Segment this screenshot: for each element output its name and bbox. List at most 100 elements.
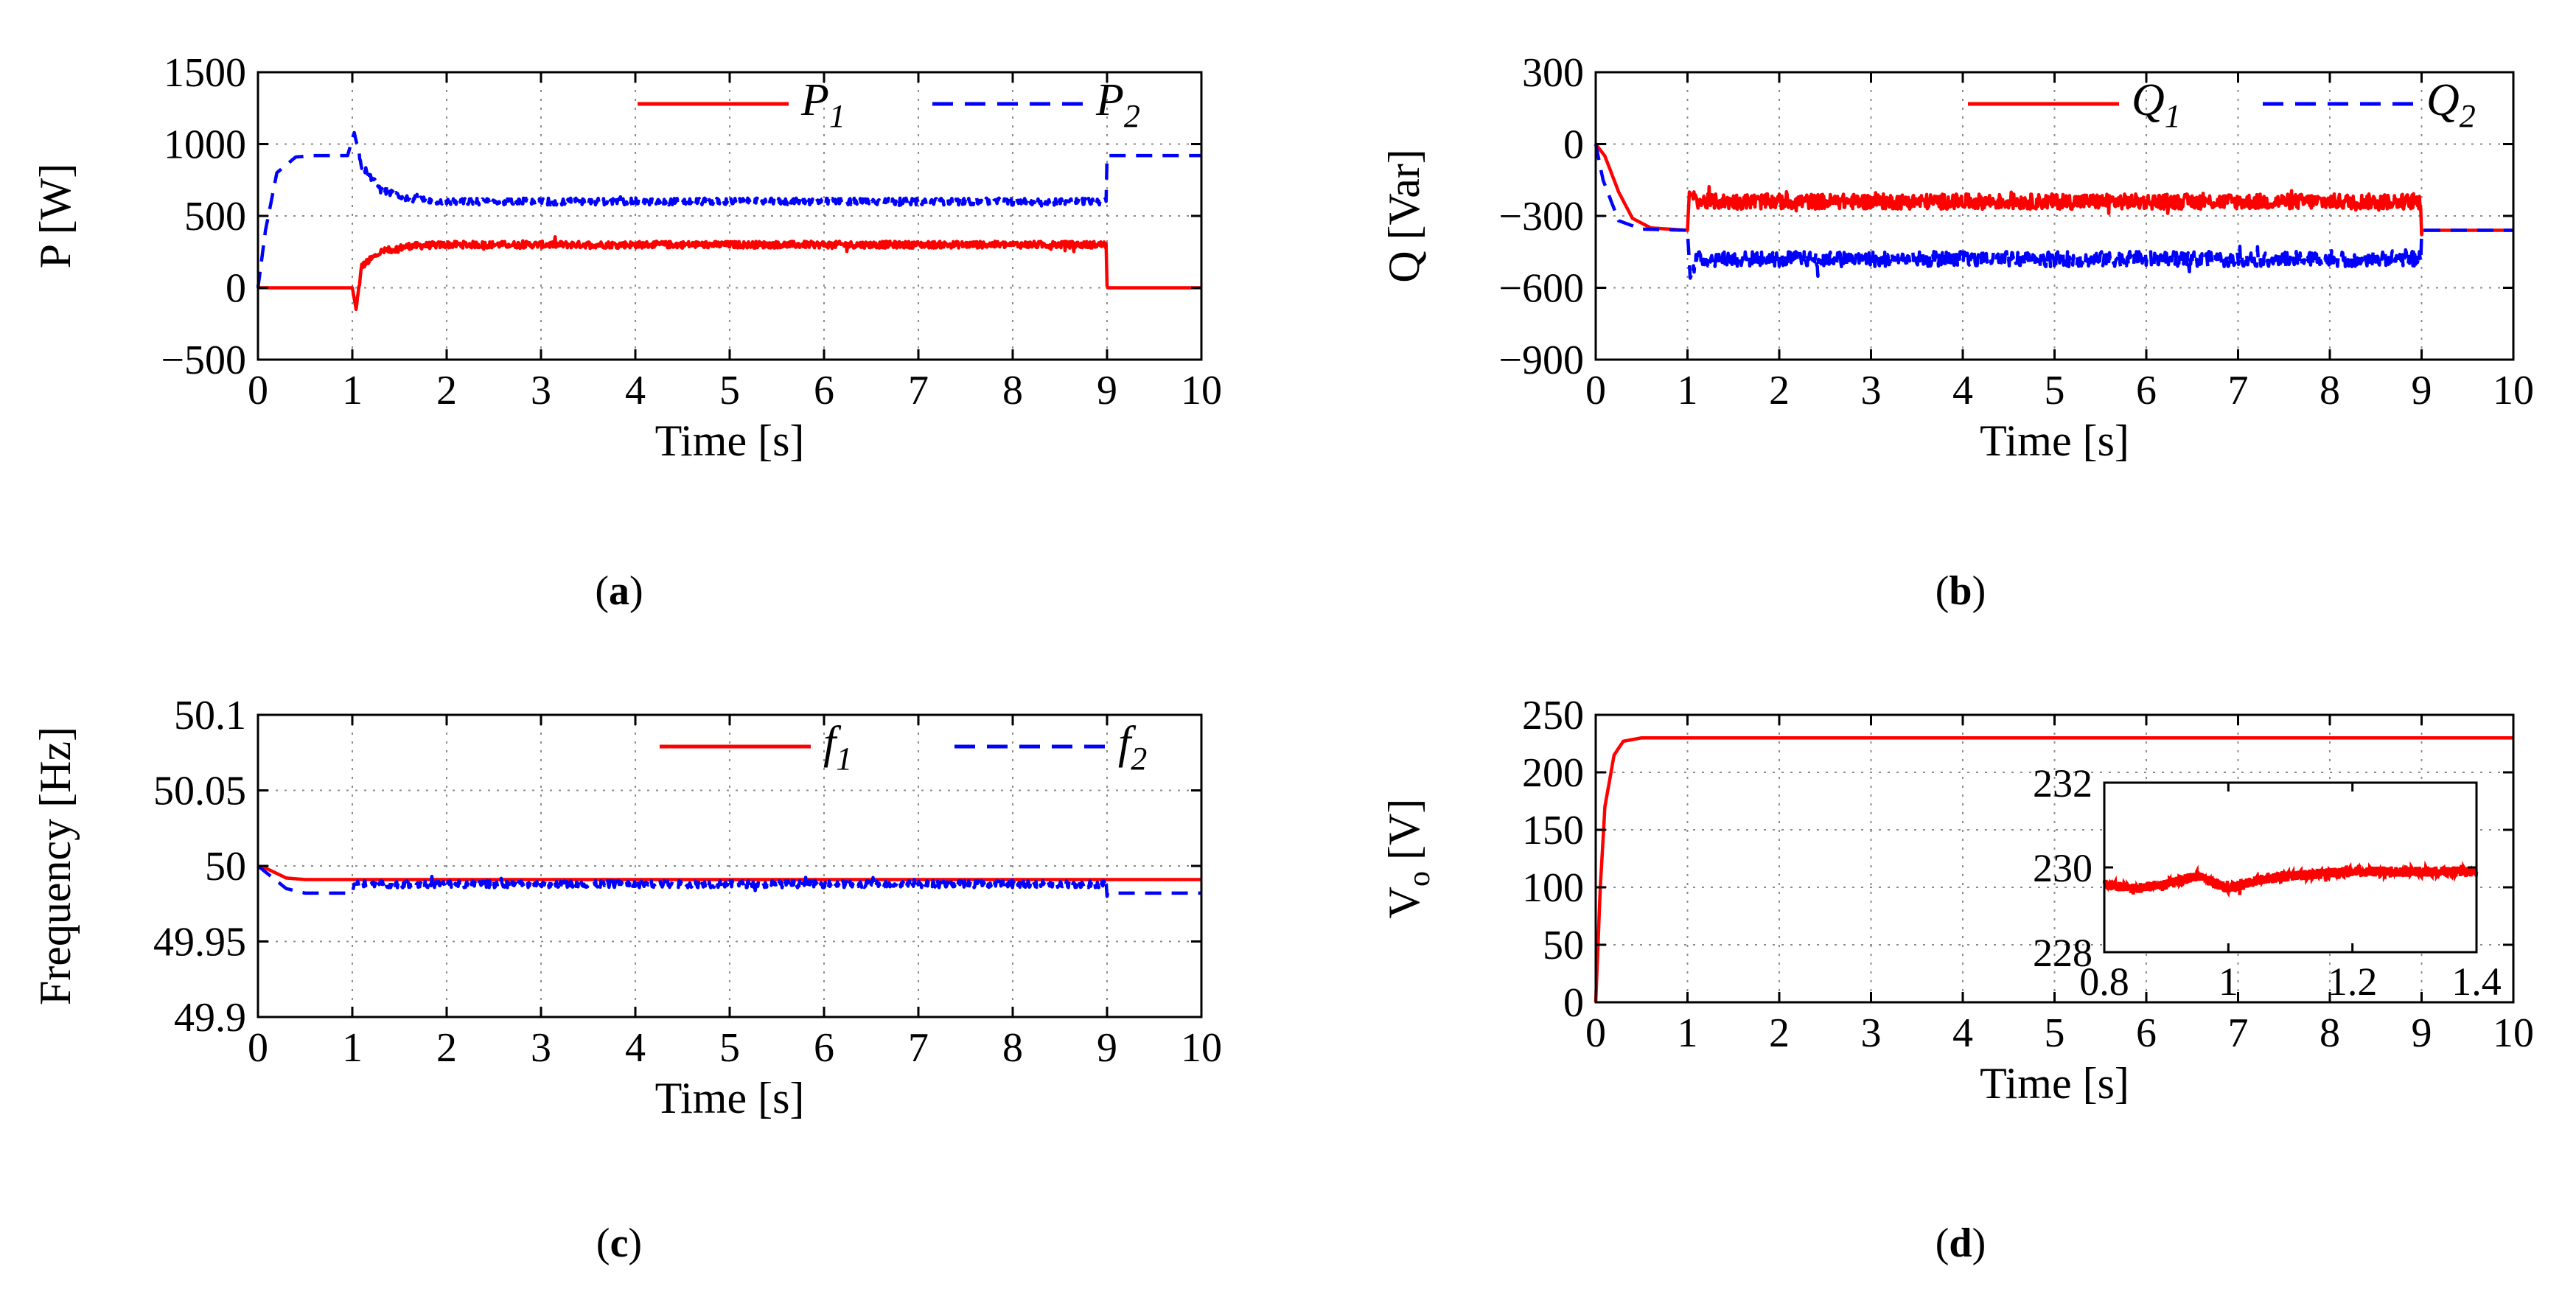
legend-label-f2: f2	[1118, 718, 1147, 777]
y-axis-label: Frequency [Hz]	[31, 727, 80, 1005]
x-tick-label: 8	[1002, 368, 1023, 413]
x-tick-label: 3	[531, 1025, 551, 1071]
x-tick-label: 1	[1678, 368, 1698, 413]
x-axis-label: Time [s]	[655, 1074, 805, 1122]
series-line-f1	[256, 864, 1203, 881]
y-tick-label: 50	[1543, 923, 1584, 968]
legend-label-p2: P2	[1095, 75, 1140, 134]
y-tick-label: 50.1	[174, 693, 246, 738]
x-axis-label: Time [s]	[655, 416, 805, 465]
x-tick-label: 5	[2045, 1010, 2065, 1056]
x-tick-label: 6	[2136, 1010, 2157, 1056]
chart-c: 0 1 2 3 4 5 6 7 8 9 10 49.9 49.95 50 50.05 50.1 Time [s]…	[31, 693, 1222, 1122]
legend-label-f1: f1	[823, 718, 852, 777]
x-tick-label: 2	[436, 368, 457, 413]
y-tick-label: −300	[1498, 194, 1584, 240]
x-tick-label: 2	[1769, 1010, 1790, 1056]
x-tick-label: 6	[2136, 368, 2157, 413]
inset-y-tick-label: 232	[2033, 761, 2092, 805]
x-tick-label: 7	[2228, 1010, 2249, 1056]
x-tick-label: 0	[248, 1025, 268, 1071]
series-line-p2	[256, 130, 1203, 288]
y-tick-label: 50.05	[153, 769, 246, 814]
legend-label-subscript: 2	[1131, 741, 1147, 777]
inset-x-tick-label: 0.8	[2079, 960, 2129, 1004]
x-tick-label: 0	[1585, 368, 1606, 413]
x-tick-label: 7	[908, 1025, 929, 1071]
x-tick-label: 5	[719, 1025, 740, 1071]
x-axis-label: Time [s]	[1980, 416, 2129, 465]
y-axis-label-subscript: o	[1403, 871, 1437, 887]
legend: P1 P2	[638, 75, 1140, 134]
series-line-q1	[1594, 143, 2515, 237]
x-tick-label: 3	[531, 368, 551, 413]
x-tick-label: 8	[2320, 368, 2340, 413]
legend: Q1 Q2	[1968, 75, 2476, 134]
caption-c: (c)	[596, 1220, 643, 1266]
y-tick-label: 500	[184, 194, 246, 240]
y-tick-label: 1000	[164, 122, 246, 168]
x-tick-label: 0	[1585, 1010, 1606, 1056]
caption-a: (a)	[595, 568, 643, 614]
series-line-vo	[1594, 735, 2515, 1003]
x-tick-label: 8	[1002, 1025, 1023, 1071]
y-tick-label: 50	[205, 844, 246, 890]
legend-label-q1: Q1	[2132, 75, 2181, 134]
x-tick-label: 1	[1678, 1010, 1698, 1056]
x-tick-label: 3	[1861, 1010, 1882, 1056]
x-tick-label: 7	[908, 368, 929, 413]
series-line-f2	[256, 864, 1203, 898]
x-tick-label: 7	[2228, 368, 2249, 413]
inset-x-tick-label: 1.2	[2328, 960, 2378, 1004]
legend-label-q2: Q2	[2426, 75, 2476, 134]
inset-x-tick-label: 1	[2219, 960, 2238, 1004]
caption-d: (d)	[1935, 1220, 1986, 1266]
y-axis-label: Vo [V]	[1380, 799, 1437, 919]
series-line-p1	[256, 235, 1203, 312]
y-tick-label: 1500	[164, 50, 246, 96]
inset-y-tick-label: 230	[2033, 846, 2092, 890]
series-line-q2	[1594, 144, 2515, 280]
x-tick-label: 1	[342, 368, 363, 413]
legend-label-subscript: 1	[829, 98, 845, 134]
legend: f1 f2	[660, 718, 1147, 777]
x-tick-label: 4	[625, 1025, 646, 1071]
x-tick-label: 10	[2493, 368, 2534, 413]
y-tick-label: 49.9	[174, 995, 246, 1041]
x-tick-label: 9	[1097, 368, 1117, 413]
x-tick-label: 1	[342, 1025, 363, 1071]
y-tick-label: −500	[161, 338, 246, 383]
y-tick-label: 0	[226, 266, 246, 312]
inset-y-tick-label: 228	[2033, 931, 2092, 975]
inset-chart: 0.8 1 1.2 1.4 228 230 232	[2033, 761, 2502, 1004]
y-tick-label: 200	[1522, 750, 1584, 796]
y-tick-label: −600	[1498, 266, 1584, 312]
y-tick-label: 150	[1522, 808, 1584, 853]
x-tick-label: 9	[2412, 368, 2432, 413]
x-axis-label: Time [s]	[1980, 1059, 2129, 1108]
y-tick-label: 0	[1563, 122, 1584, 168]
x-tick-label: 2	[1769, 368, 1790, 413]
x-tick-label: 8	[2320, 1010, 2340, 1056]
y-tick-label: 300	[1522, 50, 1584, 96]
x-tick-label: 10	[2493, 1010, 2534, 1056]
y-axis-label-unit: [V]	[1380, 799, 1428, 871]
x-tick-label: 9	[1097, 1025, 1117, 1071]
x-tick-label: 5	[2045, 368, 2065, 413]
x-tick-label: 3	[1861, 368, 1882, 413]
x-tick-label: 2	[436, 1025, 457, 1071]
x-tick-label: 0	[248, 368, 268, 413]
legend-label-p1: P1	[800, 75, 845, 134]
x-tick-label: 9	[2412, 1010, 2432, 1056]
x-tick-label: 6	[814, 1025, 834, 1071]
y-tick-label: 250	[1522, 693, 1584, 738]
legend-label-subscript: 1	[836, 741, 852, 777]
x-tick-label: 4	[625, 368, 646, 413]
y-tick-label: 100	[1522, 865, 1584, 911]
x-tick-label: 10	[1181, 1025, 1222, 1071]
x-tick-label: 4	[1952, 368, 1973, 413]
legend-label-subscript: 2	[1124, 98, 1140, 134]
